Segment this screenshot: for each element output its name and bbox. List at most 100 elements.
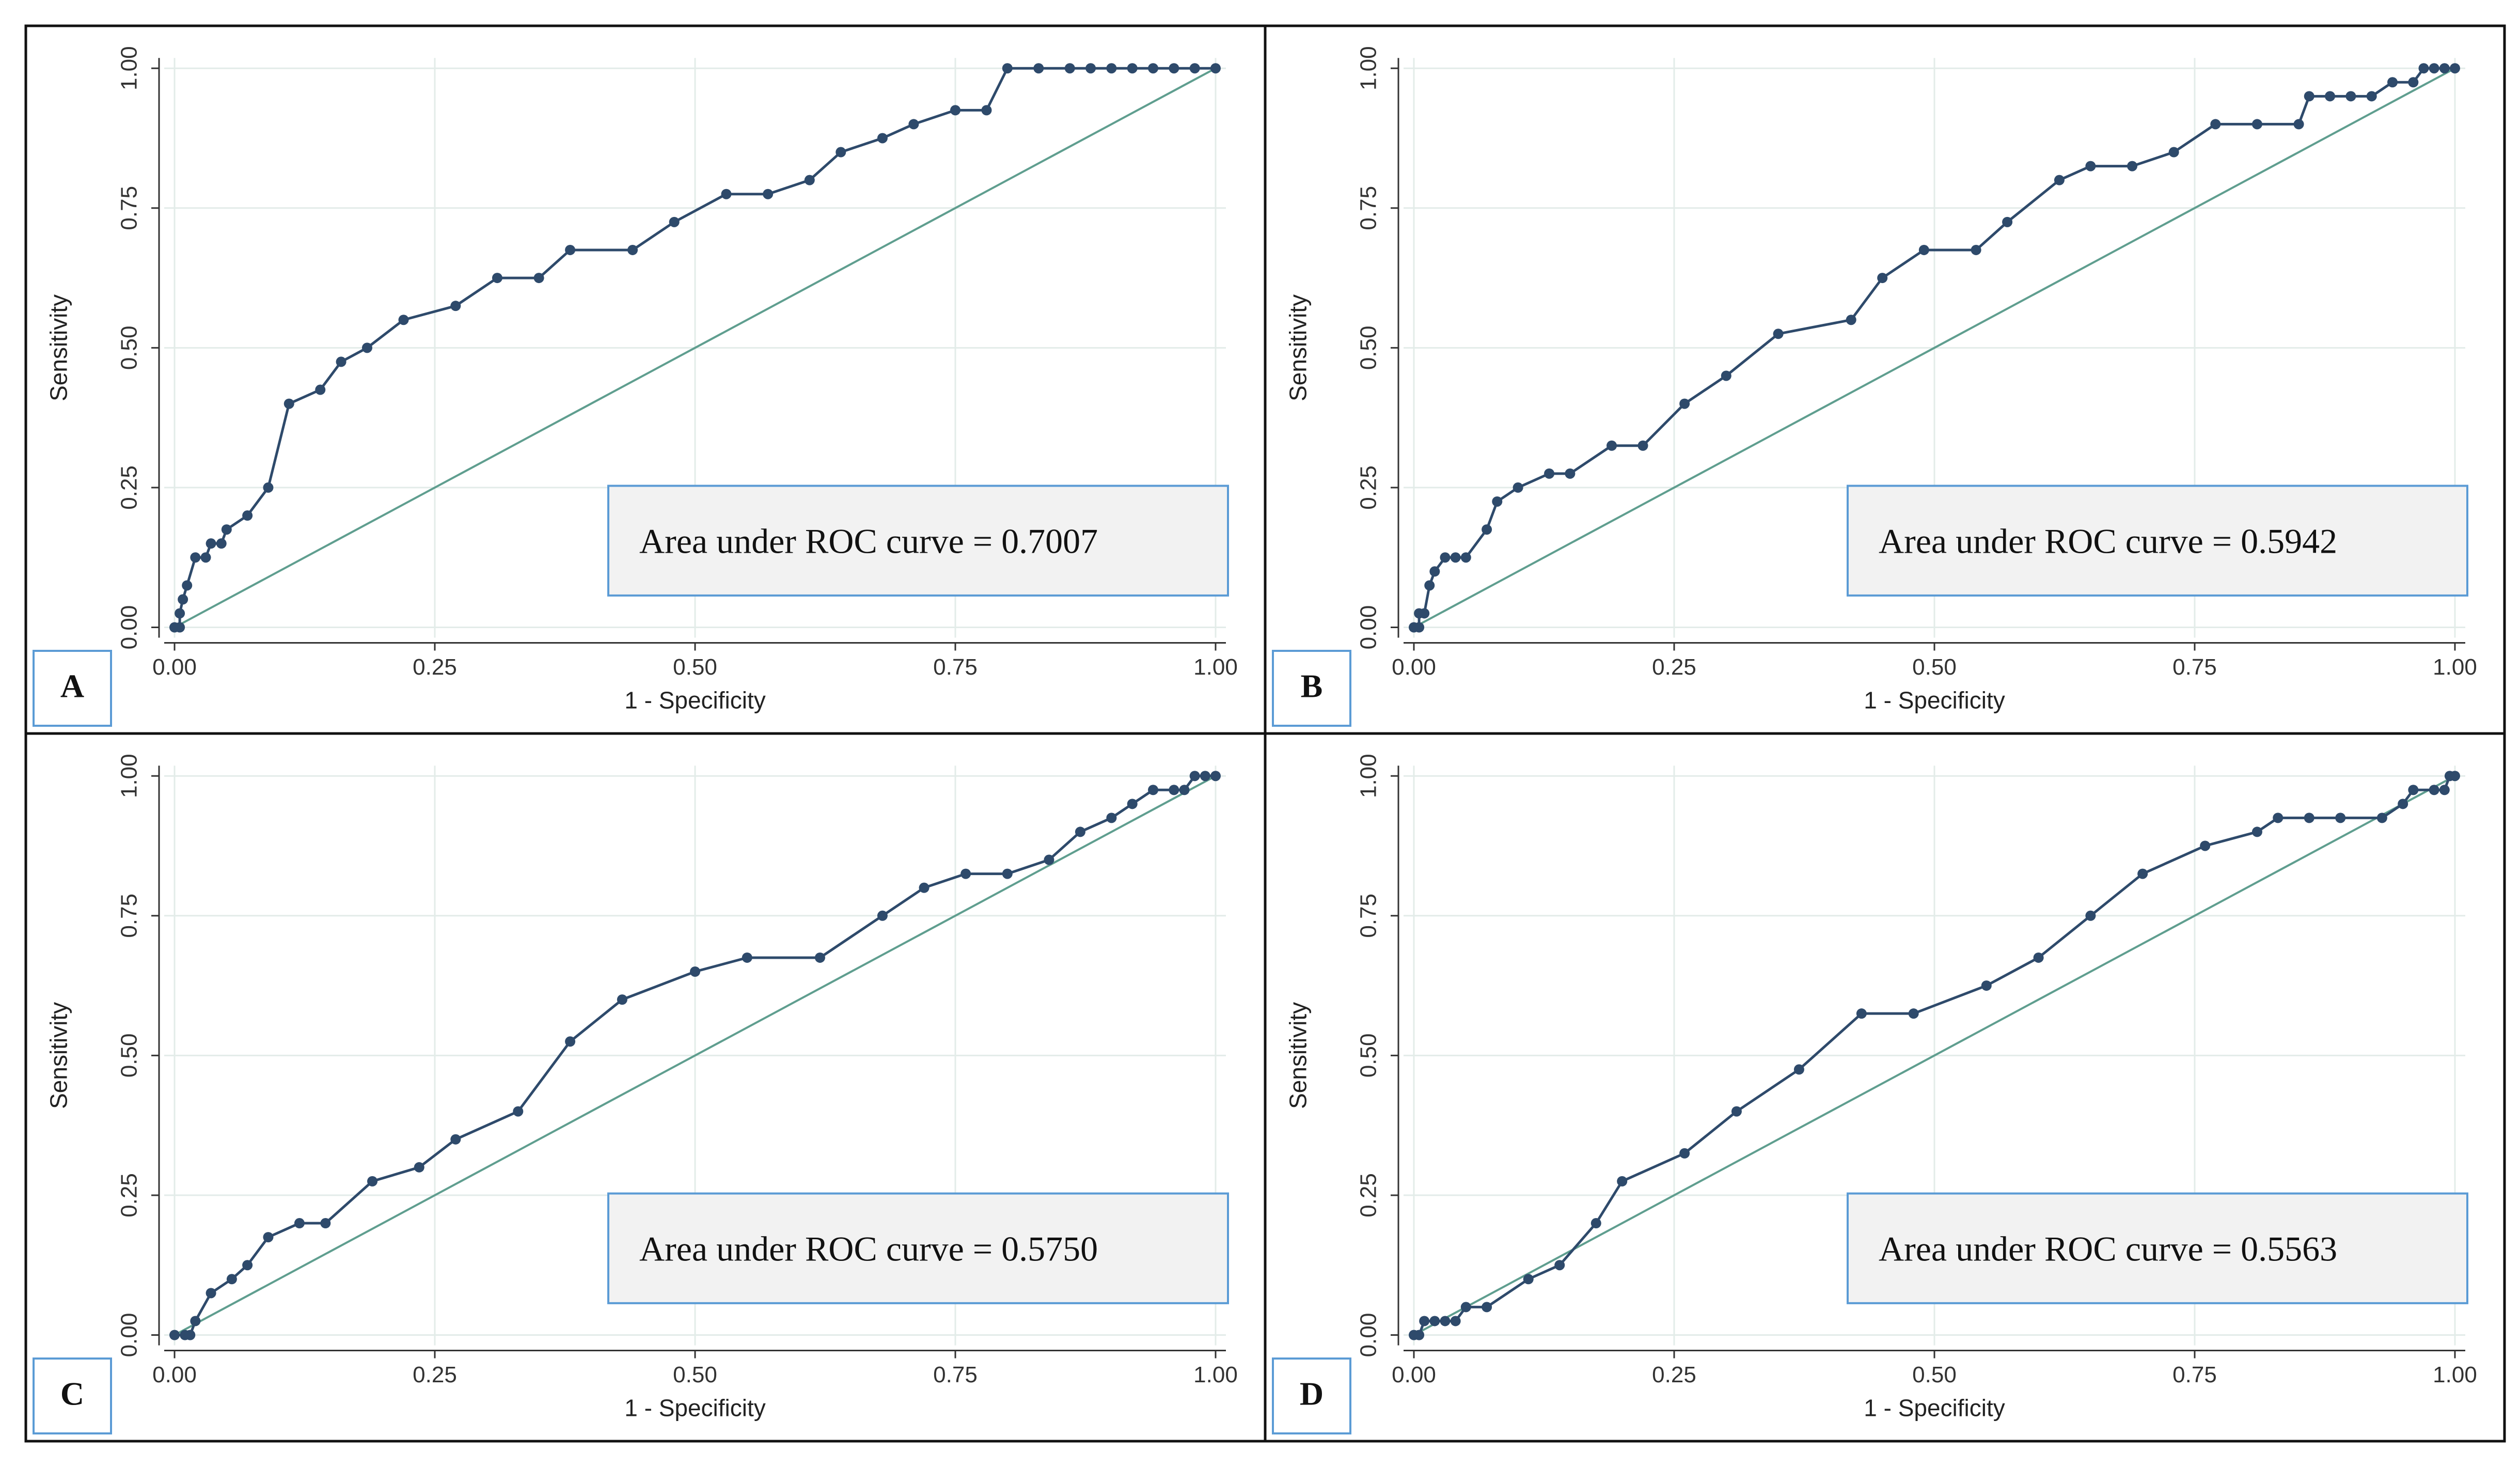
roc-point bbox=[2304, 813, 2314, 823]
x-axis-label: 1 - Specificity bbox=[1864, 1395, 2005, 1422]
roc-point bbox=[2335, 813, 2346, 823]
roc-point bbox=[1554, 1260, 1565, 1271]
y-axis-label: Sensitivity bbox=[1284, 1002, 1311, 1109]
roc-point bbox=[2293, 119, 2304, 130]
roc-point bbox=[190, 1316, 201, 1326]
roc-point bbox=[2398, 799, 2408, 809]
y-tick-label: 0.00 bbox=[1356, 1313, 1381, 1357]
roc-point bbox=[1846, 315, 1856, 325]
roc-point bbox=[178, 594, 188, 605]
panel-label-box bbox=[33, 650, 112, 727]
roc-point bbox=[919, 882, 930, 893]
roc-point bbox=[2002, 216, 2013, 227]
roc-point bbox=[1189, 63, 1200, 74]
roc-point bbox=[1606, 440, 1617, 451]
roc-point bbox=[1731, 1106, 1742, 1117]
x-tick-label: 0.00 bbox=[152, 654, 197, 680]
roc-point bbox=[2200, 840, 2211, 851]
roc-point bbox=[981, 105, 992, 116]
roc-point bbox=[2085, 910, 2096, 921]
roc-point bbox=[2408, 77, 2419, 88]
roc-point bbox=[690, 966, 700, 977]
x-tick-label: 0.50 bbox=[1912, 1362, 1957, 1387]
x-tick-label: 0.75 bbox=[933, 1362, 978, 1387]
roc-point bbox=[1210, 63, 1221, 74]
roc-point bbox=[2251, 826, 2262, 837]
roc-point bbox=[2429, 63, 2439, 74]
roc-point bbox=[1210, 771, 1221, 782]
y-tick-label: 1.00 bbox=[117, 46, 142, 90]
roc-point bbox=[1033, 63, 1044, 74]
roc-point bbox=[2439, 63, 2450, 74]
roc-point bbox=[627, 244, 638, 255]
roc-point bbox=[2304, 91, 2314, 102]
y-tick-label: 0.25 bbox=[1356, 1173, 1381, 1218]
roc-point bbox=[492, 273, 502, 284]
roc-point bbox=[804, 175, 815, 185]
x-tick-label: 0.00 bbox=[152, 1362, 197, 1387]
roc-point bbox=[2054, 175, 2065, 185]
roc-point bbox=[1169, 63, 1179, 74]
roc-point bbox=[950, 105, 960, 116]
x-tick-label: 0.25 bbox=[1652, 654, 1696, 680]
reference-line bbox=[1413, 67, 2455, 629]
roc-point bbox=[206, 1288, 216, 1299]
roc-point bbox=[1482, 1302, 1492, 1313]
annotation-box bbox=[1847, 1192, 2468, 1304]
x-tick-label: 0.25 bbox=[1652, 1362, 1696, 1387]
x-axis-label: 1 - Specificity bbox=[624, 1395, 766, 1422]
roc-point bbox=[1590, 1218, 1601, 1229]
y-axis-label: Sensitivity bbox=[45, 294, 72, 401]
roc-point bbox=[1523, 1274, 1534, 1285]
roc-point bbox=[398, 315, 409, 325]
roc-point bbox=[206, 538, 216, 549]
roc-point bbox=[2376, 813, 2387, 823]
annotation: Area under ROC curve = 0.5942 bbox=[1879, 521, 2337, 560]
y-tick-label: 0.50 bbox=[117, 1034, 142, 1078]
panel-label: D bbox=[1300, 1376, 1324, 1412]
roc-point bbox=[1085, 63, 1096, 74]
x-tick-label: 1.00 bbox=[2433, 1362, 2477, 1387]
roc-point bbox=[263, 1232, 274, 1243]
roc-point bbox=[1429, 1316, 1440, 1326]
roc-point bbox=[1002, 868, 1013, 879]
roc-point bbox=[836, 147, 846, 158]
roc-point bbox=[1908, 1008, 1919, 1019]
y-tick-label: 1.00 bbox=[1356, 754, 1381, 798]
x-tick-label: 0.50 bbox=[673, 1362, 717, 1387]
reference-line bbox=[1413, 775, 2455, 1336]
y-tick-label: 0.00 bbox=[1356, 605, 1381, 650]
roc-point bbox=[294, 1218, 305, 1229]
roc-point bbox=[242, 510, 253, 521]
roc-point bbox=[1414, 1330, 1425, 1340]
annotation-box bbox=[607, 1192, 1229, 1304]
reference-line bbox=[174, 67, 1216, 629]
roc-point bbox=[1544, 468, 1555, 479]
roc-point bbox=[1419, 1316, 1430, 1326]
roc-point bbox=[315, 384, 326, 395]
roc-point bbox=[2033, 952, 2044, 963]
roc-point bbox=[1424, 580, 1435, 591]
roc-point bbox=[2418, 63, 2429, 74]
roc-point bbox=[1679, 398, 1690, 409]
x-tick-label: 0.25 bbox=[413, 1362, 457, 1387]
roc-point bbox=[242, 1260, 253, 1271]
roc-point bbox=[1075, 826, 1085, 837]
x-tick-label: 0.75 bbox=[933, 654, 978, 680]
roc-point bbox=[1440, 552, 1451, 563]
roc-point bbox=[2137, 868, 2148, 879]
roc-point bbox=[1044, 854, 1054, 865]
roc-point bbox=[1179, 785, 1190, 795]
roc-point bbox=[1429, 566, 1440, 577]
y-tick-label: 0.75 bbox=[117, 894, 142, 938]
roc-point bbox=[565, 1036, 576, 1047]
roc-point bbox=[284, 398, 294, 409]
annotation: Area under ROC curve = 0.5563 bbox=[1879, 1229, 2337, 1268]
roc-point bbox=[1721, 370, 1731, 381]
roc-point bbox=[1565, 468, 1576, 479]
roc-point bbox=[226, 1274, 237, 1285]
roc-point bbox=[336, 356, 346, 367]
x-tick-label: 1.00 bbox=[1193, 654, 1238, 680]
roc-point bbox=[1492, 496, 1503, 507]
